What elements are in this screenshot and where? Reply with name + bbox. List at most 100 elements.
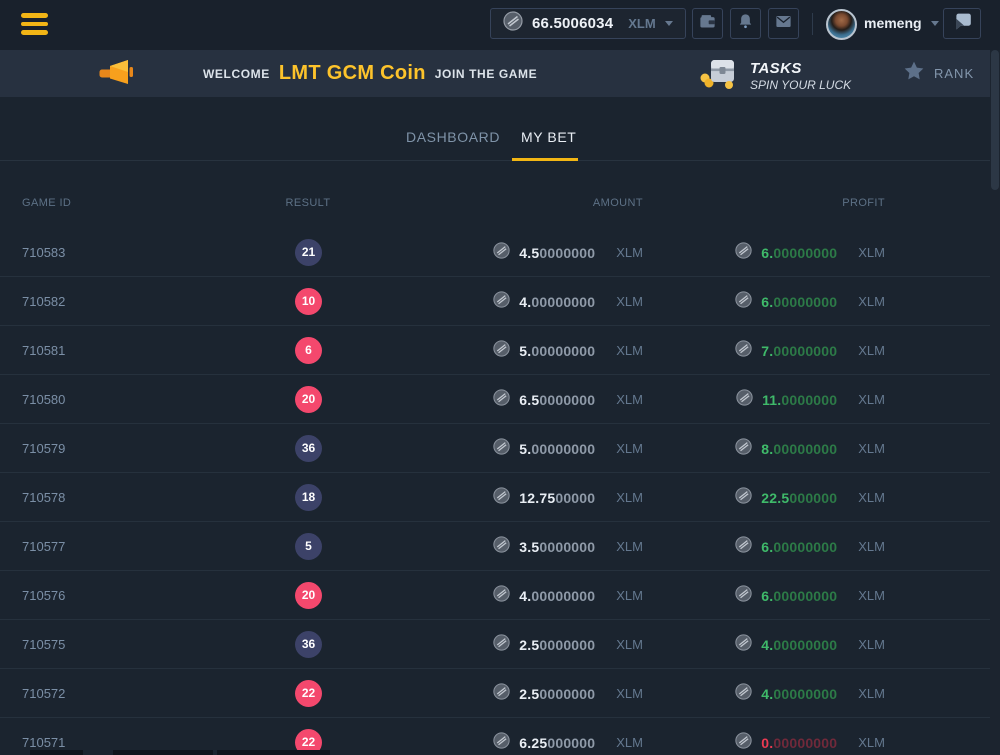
welcome-message: WELCOME LMT GCM Coin JOIN THE GAME <box>203 50 537 97</box>
amount-currency: XLM <box>616 735 643 750</box>
bet-table-row[interactable]: 710578 18 12.7500000 XLM 22.5000000 XLM <box>0 473 1000 522</box>
result-badge: 5 <box>295 533 322 560</box>
welcome-prefix: WELCOME <box>203 67 270 81</box>
bet-amount: 2.50000000 XLM <box>493 669 643 718</box>
footer-peek <box>30 750 83 755</box>
xlm-coin-icon <box>493 683 510 705</box>
wallet-button[interactable] <box>692 8 723 39</box>
bet-amount: 4.50000000 XLM <box>493 228 643 277</box>
hamburger-menu-icon[interactable] <box>21 13 48 37</box>
chat-toggle-button[interactable] <box>943 8 981 39</box>
game-id: 710577 <box>22 539 65 554</box>
game-id: 710575 <box>22 637 65 652</box>
bet-table-row[interactable]: 710581 6 5.00000000 XLM 7.00000000 XLM <box>0 326 1000 375</box>
result-badge: 10 <box>295 288 322 315</box>
scrollbar-thumb[interactable] <box>991 50 999 190</box>
xlm-coin-icon <box>735 634 752 656</box>
bet-amount: 6.25000000 XLM <box>493 718 643 755</box>
notifications-button[interactable] <box>730 8 761 39</box>
app: 66.5006034 XLM memeng <box>0 0 1000 755</box>
bet-profit: 6.00000000 XLM <box>735 571 885 620</box>
bet-amount: 2.50000000 XLM <box>493 620 643 669</box>
amount-currency: XLM <box>616 539 643 554</box>
profit-currency: XLM <box>858 441 885 456</box>
profit-currency: XLM <box>858 735 885 750</box>
rank-widget[interactable]: RANK <box>903 50 974 97</box>
rank-label: RANK <box>934 66 974 81</box>
bet-profit: 6.00000000 XLM <box>735 277 885 326</box>
bet-table-row[interactable]: 710582 10 4.00000000 XLM 6.00000000 XLM <box>0 277 1000 326</box>
game-id: 710576 <box>22 588 65 603</box>
balance-value: 66.5006034 <box>532 15 613 32</box>
xlm-coin-icon <box>493 340 510 362</box>
chat-icon <box>952 11 973 37</box>
profit-currency: XLM <box>858 490 885 505</box>
bet-amount: 3.50000000 XLM <box>493 522 643 571</box>
profit-currency: XLM <box>858 294 885 309</box>
tasks-text: TASKS SPIN YOUR LUCK <box>750 60 851 92</box>
xlm-coin-icon <box>493 242 510 264</box>
bet-amount: 6.50000000 XLM <box>493 375 643 424</box>
xlm-coin-icon <box>735 242 752 264</box>
bet-table-row[interactable]: 710576 20 4.00000000 XLM 6.00000000 XLM <box>0 571 1000 620</box>
game-id: 710582 <box>22 294 65 309</box>
profit-currency: XLM <box>858 392 885 407</box>
footer-peek <box>217 750 330 755</box>
balance-currency: XLM <box>628 16 655 31</box>
chevron-down-icon[interactable] <box>665 21 673 26</box>
xlm-coin-icon <box>503 11 523 36</box>
footer-peek <box>113 750 213 755</box>
topbar-divider <box>812 13 813 35</box>
bet-table-row[interactable]: 710575 36 2.50000000 XLM 4.00000000 XLM <box>0 620 1000 669</box>
tasks-widget[interactable]: TASKS SPIN YOUR LUCK <box>698 54 851 97</box>
profit-currency: XLM <box>858 539 885 554</box>
user-menu[interactable]: memeng <box>864 15 939 31</box>
bet-table-row[interactable]: 710579 36 5.00000000 XLM 8.00000000 XLM <box>0 424 1000 473</box>
welcome-suffix: JOIN THE GAME <box>435 67 537 81</box>
bet-table-row[interactable]: 710583 21 4.50000000 XLM 6.00000000 XLM <box>0 228 1000 277</box>
profit-currency: XLM <box>858 637 885 652</box>
xlm-coin-icon <box>735 340 752 362</box>
bet-table-header: GAME ID RESULT AMOUNT PROFIT <box>0 161 1000 228</box>
amount-currency: XLM <box>616 294 643 309</box>
coin-name: LMT GCM Coin <box>279 62 426 85</box>
amount-currency: XLM <box>616 392 643 407</box>
bet-profit: 4.00000000 XLM <box>735 620 885 669</box>
game-id: 710583 <box>22 245 65 260</box>
xlm-coin-icon <box>735 683 752 705</box>
xlm-coin-icon <box>493 487 510 509</box>
result-badge: 20 <box>295 582 322 609</box>
user-avatar[interactable] <box>826 9 857 40</box>
xlm-coin-icon <box>493 585 510 607</box>
profit-currency: XLM <box>858 245 885 260</box>
result-badge: 22 <box>295 680 322 707</box>
bet-profit: 8.00000000 XLM <box>735 424 885 473</box>
xlm-coin-icon <box>735 487 752 509</box>
amount-currency: XLM <box>616 343 643 358</box>
bet-amount: 4.00000000 XLM <box>493 571 643 620</box>
messages-button[interactable] <box>768 8 799 39</box>
bet-profit: 0.00000000 XLM <box>735 718 885 755</box>
column-game-id: GAME ID <box>22 197 71 209</box>
tab-my-bet[interactable]: MY BET <box>521 129 576 145</box>
bet-table-row[interactable]: 710577 5 3.50000000 XLM 6.00000000 XLM <box>0 522 1000 571</box>
bet-profit: 7.00000000 XLM <box>735 326 885 375</box>
bet-profit: 6.00000000 XLM <box>735 228 885 277</box>
balance-selector[interactable]: 66.5006034 XLM <box>490 8 686 39</box>
xlm-coin-icon <box>735 585 752 607</box>
bet-profit: 4.00000000 XLM <box>735 669 885 718</box>
bet-profit: 6.00000000 XLM <box>735 522 885 571</box>
tab-dashboard[interactable]: DASHBOARD <box>406 129 500 145</box>
megaphone-icon <box>98 59 142 94</box>
game-id: 710581 <box>22 343 65 358</box>
bet-table-row[interactable]: 710572 22 2.50000000 XLM 4.00000000 XLM <box>0 669 1000 718</box>
xlm-coin-icon <box>493 732 510 754</box>
bell-icon <box>736 12 755 36</box>
column-result: RESULT <box>283 197 333 209</box>
xlm-coin-icon <box>493 291 510 313</box>
bet-amount: 5.00000000 XLM <box>493 424 643 473</box>
result-badge: 21 <box>295 239 322 266</box>
bet-table-row[interactable]: 710580 20 6.50000000 XLM 11.0000000 XLM <box>0 375 1000 424</box>
result-badge: 6 <box>295 337 322 364</box>
amount-currency: XLM <box>616 245 643 260</box>
